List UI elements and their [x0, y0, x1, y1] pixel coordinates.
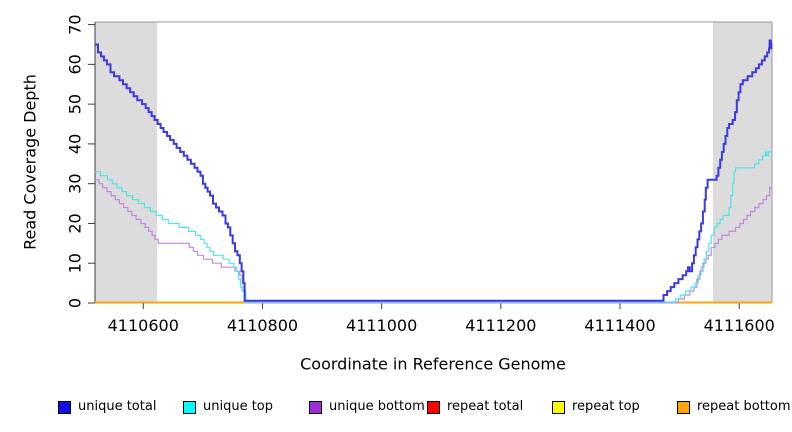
series-line-unique-top: [95, 151, 772, 303]
y-tick-label: 30: [66, 173, 85, 193]
y-tick-label: 20: [66, 213, 85, 233]
x-tick-label: 4110600: [108, 316, 179, 335]
x-tick-label: 4111200: [465, 316, 536, 335]
y-axis-title: Read Coverage Depth: [20, 74, 40, 250]
x-tick-label: 4111600: [704, 316, 775, 335]
y-tick-label: 10: [66, 253, 85, 273]
series-line-unique-total: [95, 39, 773, 302]
x-tick-label: 4110800: [227, 316, 298, 335]
highlight-region: [95, 22, 157, 303]
series-line-unique-bottom: [95, 179, 772, 304]
x-tick-label: 4111400: [584, 316, 655, 335]
y-tick-label: 60: [66, 54, 85, 74]
y-tick-label: 40: [66, 134, 85, 154]
y-tick-label: 50: [66, 94, 85, 114]
highlight-region: [713, 22, 772, 303]
y-tick-label: 70: [66, 14, 85, 34]
x-axis-title: Coordinate in Reference Genome: [300, 354, 566, 374]
x-tick-label: 4111000: [346, 316, 417, 335]
y-tick-label: 0: [66, 298, 85, 308]
